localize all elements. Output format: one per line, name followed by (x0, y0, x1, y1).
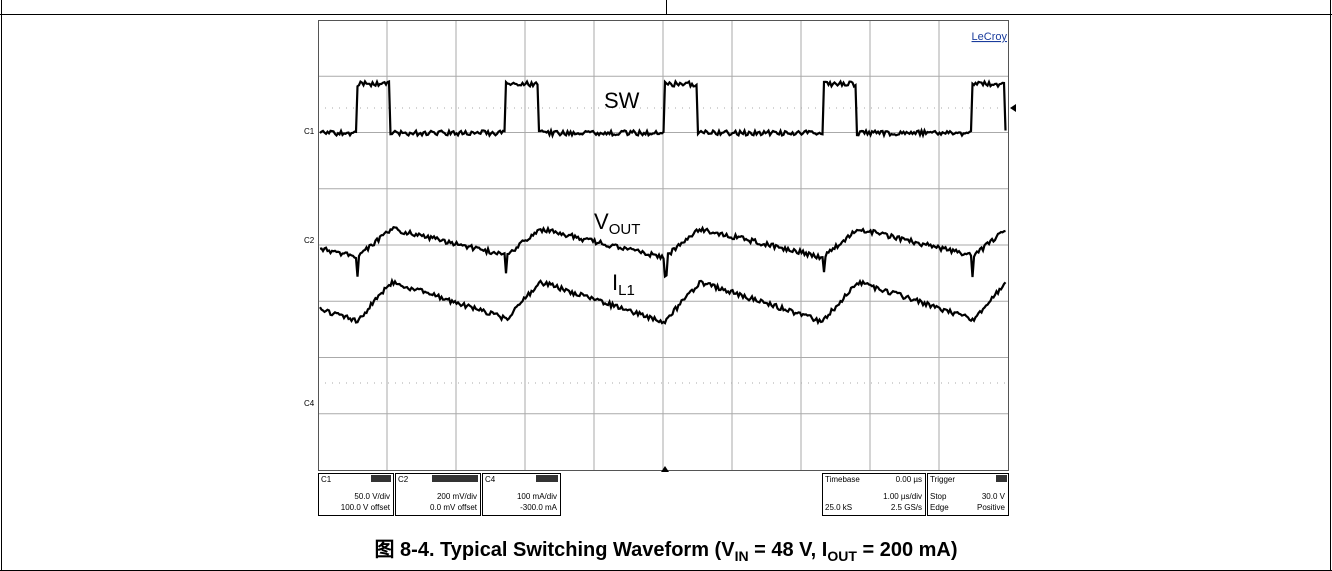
vout-main: V (594, 209, 609, 234)
caption-text: = 48 V, I (749, 539, 828, 561)
tr-level: 30.0 V (982, 492, 1006, 501)
caption-text: 图 8-4. Typical Switching Waveform (V (374, 538, 735, 561)
ch-scale: 50.0 V/div (354, 492, 390, 501)
tb-delay: 0.00 µs (896, 475, 922, 484)
caption-sub: IN (735, 548, 749, 564)
ch-offset: 100.0 V offset (341, 503, 391, 512)
tr-slope: Positive (977, 503, 1006, 512)
tr-label: Trigger (930, 475, 955, 484)
ch-name: C2 (398, 475, 409, 484)
ch-scale: 200 mV/div (437, 492, 477, 501)
badge (536, 475, 558, 482)
ch-offset: 0.0 mV offset (430, 503, 478, 512)
badge (371, 475, 391, 482)
tb-rate: 2.5 GS/s (891, 503, 922, 512)
ch-offset: -300.0 mA (520, 503, 558, 512)
tr-type: Edge (930, 503, 949, 512)
vout-sub: OUT (609, 221, 641, 238)
tb-scale: 1.00 µs/div (883, 492, 922, 501)
ch-scale: 100 mA/div (517, 492, 557, 501)
badge (996, 475, 1007, 482)
marker-c2: C2 (304, 236, 315, 245)
info-boxes: C1 50.0 V/div 100.0 V offset C2 200 mV/d… (319, 474, 1009, 516)
time-arrow (661, 466, 669, 472)
sw-label: SW (604, 88, 640, 113)
frame (0, 0, 1332, 571)
trigger-arrow (1010, 104, 1016, 112)
marker-c1: C1 (304, 127, 315, 136)
vout-label: VOUT (594, 209, 640, 238)
oscilloscope (318, 20, 1016, 472)
brand: LeCroy (972, 31, 1008, 43)
ch-name: C1 (321, 475, 332, 484)
il-label: IL1 (612, 270, 635, 299)
caption-text: = 200 mA) (857, 539, 958, 561)
caption-sub: OUT (827, 548, 857, 564)
marker-c4: C4 (304, 399, 315, 408)
page: LeCroy SW VOUT IL1 C1 C2 C4 C1 50.0 V/di… (0, 0, 1332, 571)
caption: 图 8-4. Typical Switching Waveform (VIN =… (374, 538, 957, 564)
tb-samples: 25.0 kS (825, 503, 852, 512)
tr-mode: Stop (930, 492, 947, 501)
ch-name: C4 (485, 475, 496, 484)
badge (432, 475, 478, 482)
tb-label: Timebase (825, 475, 860, 484)
il-sub: L1 (618, 282, 635, 299)
